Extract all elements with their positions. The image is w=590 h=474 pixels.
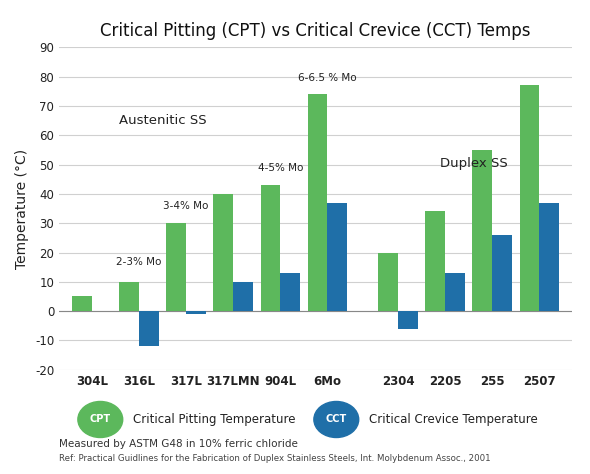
Bar (378, 253, 398, 311)
Text: Duplex SS: Duplex SS (440, 157, 507, 171)
Text: 6-6.5 % Mo: 6-6.5 % Mo (298, 73, 357, 82)
Text: 3-4% Mo: 3-4% Mo (163, 201, 209, 211)
Bar (398, 311, 418, 328)
Text: CPT: CPT (90, 414, 111, 425)
Text: Critical Crevice Temperature: Critical Crevice Temperature (369, 413, 537, 426)
Bar (280, 273, 300, 311)
Bar (307, 94, 327, 311)
Bar (473, 150, 492, 311)
Title: Critical Pitting (CPT) vs Critical Crevice (CCT) Temps: Critical Pitting (CPT) vs Critical Crevi… (100, 22, 531, 40)
Bar (327, 203, 347, 311)
Bar (539, 203, 559, 311)
Bar (214, 194, 233, 311)
Text: Critical Pitting Temperature: Critical Pitting Temperature (133, 413, 295, 426)
Text: 4-5% Mo: 4-5% Mo (258, 164, 303, 173)
Bar (139, 311, 159, 346)
Bar (492, 235, 512, 311)
Text: Ref: Practical Guidlines for the Fabrication of Duplex Stainless Steels, Int. Mo: Ref: Practical Guidlines for the Fabrica… (59, 454, 491, 463)
Bar (72, 296, 92, 311)
Text: Measured by ASTM G48 in 10% ferric chloride: Measured by ASTM G48 in 10% ferric chlor… (59, 439, 298, 449)
Bar (233, 282, 253, 311)
Bar (261, 185, 280, 311)
Bar (166, 223, 186, 311)
Bar (186, 311, 206, 314)
Text: 2-3% Mo: 2-3% Mo (116, 257, 162, 267)
Bar (119, 282, 139, 311)
Bar (520, 85, 539, 311)
Text: CCT: CCT (326, 414, 347, 425)
Y-axis label: Temperature (°C): Temperature (°C) (15, 148, 30, 269)
Bar (445, 273, 465, 311)
Bar (425, 211, 445, 311)
Text: Austenitic SS: Austenitic SS (119, 113, 206, 127)
